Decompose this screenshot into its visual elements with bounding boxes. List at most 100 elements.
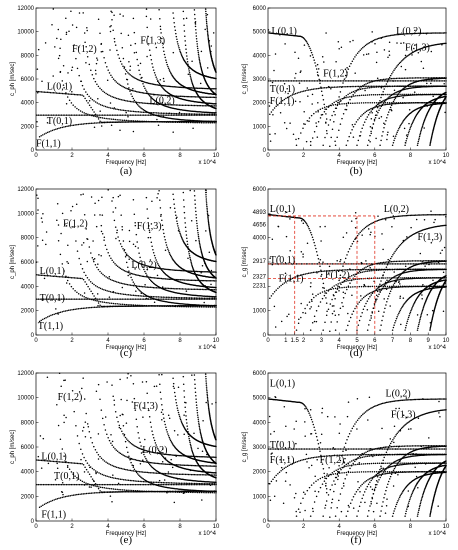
data-point [413,85,415,87]
data-point [116,231,118,234]
data-point [168,69,171,71]
data-point [415,94,418,96]
data-point [353,268,355,271]
data-point [169,268,172,271]
data-point [92,306,94,309]
data-point [107,302,109,304]
data-point [397,102,400,105]
data-point [96,59,99,61]
data-point [379,107,381,110]
data-point [302,80,304,82]
data-point [429,143,431,145]
data-point [376,77,379,80]
data-point [125,283,127,286]
data-point [369,134,371,137]
data-point [61,276,64,278]
data-point [316,254,319,256]
data-point [114,108,117,110]
data-point [189,87,192,89]
data-point [362,124,365,126]
data-point [372,221,375,224]
data-point [277,103,279,106]
data-point [144,81,146,83]
data-point [189,66,191,69]
data-point [155,103,158,105]
data-point [133,273,135,276]
data-point [69,309,72,311]
data-point [101,233,104,235]
data-point [311,93,314,96]
data-point [319,108,322,110]
data-point [139,256,141,259]
data-point [314,62,316,64]
data-point [329,104,332,107]
data-point [69,124,72,127]
data-point [170,287,173,290]
data-point [100,121,102,124]
data-point [194,23,197,25]
data-point [184,288,187,290]
data-point [149,102,152,105]
data-point [402,58,405,60]
data-point [346,85,349,88]
data-point [138,285,141,288]
data-point [394,68,396,70]
data-point [331,128,334,130]
data-point [70,102,73,104]
data-point [149,236,152,239]
data-point [71,90,73,93]
data-point [297,57,300,60]
data-point [124,73,127,75]
data-point [414,102,417,104]
data-point [426,82,428,85]
data-point [438,85,440,88]
data-point [337,101,339,104]
data-point [78,94,80,96]
data-point [411,94,414,96]
data-point [401,59,404,61]
data-point [91,109,94,111]
data-point [388,103,391,105]
data-point [399,102,401,105]
data-point [319,270,321,273]
data-point [78,12,81,14]
data-point [167,103,170,106]
data-point [212,288,214,291]
data-point [134,101,137,103]
data-point [111,107,113,110]
data-point [386,78,388,80]
data-point [106,65,108,68]
data-point [115,264,118,266]
data-point [81,268,84,270]
data-point [151,276,153,279]
data-point [138,120,140,122]
data-point [365,102,367,104]
data-point [205,14,207,17]
data-point [325,86,328,89]
data-point [395,66,397,69]
data-point [172,269,174,271]
data-point [65,33,68,36]
data-point [193,279,195,282]
data-point [142,111,145,113]
data-point [386,103,388,106]
data-point [127,121,130,123]
data-point [123,86,126,89]
data-point [321,80,324,82]
data-point [180,112,183,115]
data-point [347,101,350,104]
data-point [77,298,79,300]
data-point [357,94,359,97]
data-point [430,32,433,34]
data-point [162,112,165,114]
data-point [152,103,155,105]
data-point [339,103,341,105]
data-point [85,307,88,309]
data-point [103,91,106,94]
data-point [420,102,423,104]
data-point [82,193,84,195]
data-point [162,228,164,231]
data-point [160,32,162,34]
data-point [339,100,341,103]
data-point [52,275,55,277]
